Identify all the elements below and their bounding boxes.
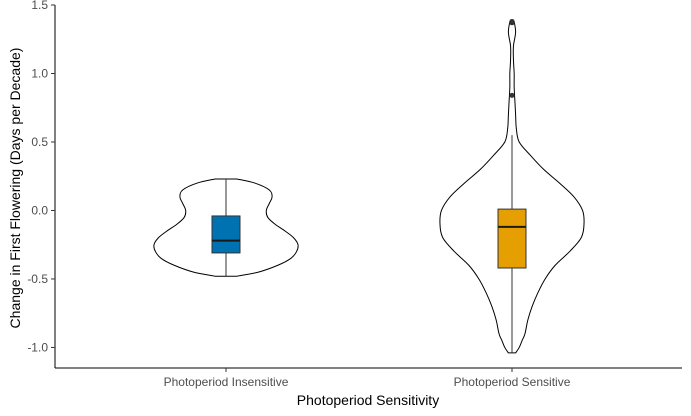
x-tick-label: Photoperiod Sensitive xyxy=(454,375,571,389)
y-tick-label: -1.0 xyxy=(27,340,48,354)
plot-area xyxy=(153,18,585,354)
y-tick-label: 0.5 xyxy=(31,135,48,149)
y-tick-label: 0.0 xyxy=(31,203,48,217)
y-axis-title: Change in First Flowering (Days per Deca… xyxy=(7,48,23,329)
violin-group-2 xyxy=(439,18,585,354)
x-axis-ticks: Photoperiod Insensitive Photoperiod Sensi… xyxy=(164,368,571,389)
y-axis-ticks: -1.0 -0.5 0.0 0.5 1.0 1.5 xyxy=(27,0,55,354)
iqr-box xyxy=(211,215,241,254)
axes xyxy=(54,5,682,369)
x-tick-label: Photoperiod Insensitive xyxy=(164,375,289,389)
y-tick-label: 1.5 xyxy=(31,0,48,12)
outlier-point xyxy=(509,92,515,98)
iqr-box xyxy=(497,208,527,269)
violin-group-1 xyxy=(153,178,299,277)
outlier-point xyxy=(509,18,515,24)
x-axis-title: Photoperiod Sensitivity xyxy=(297,392,439,408)
y-tick-label: -0.5 xyxy=(27,272,48,286)
y-tick-label: 1.0 xyxy=(31,66,48,80)
